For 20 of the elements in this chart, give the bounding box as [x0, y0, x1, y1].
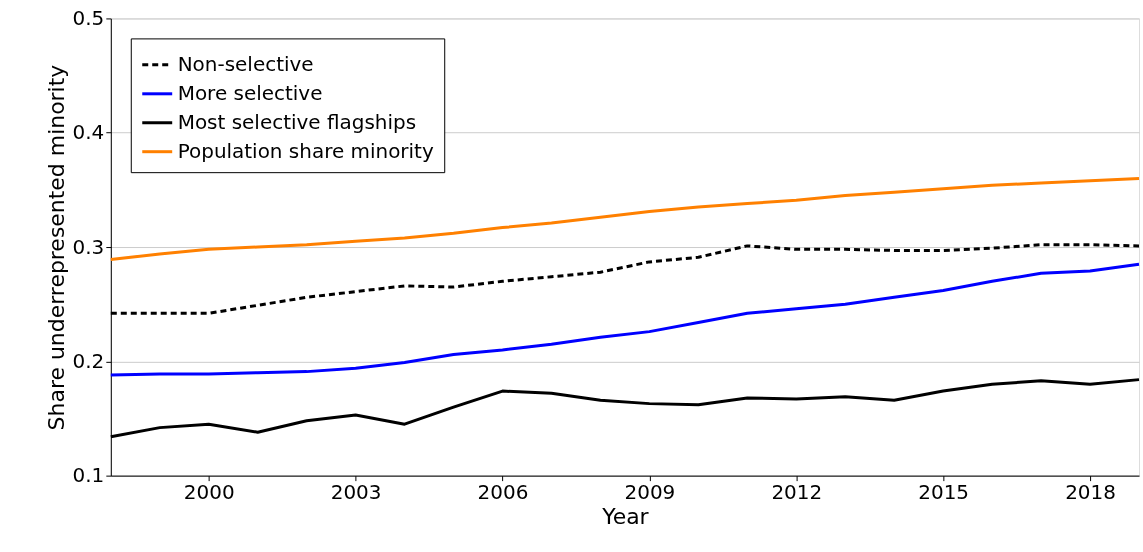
- line-series: [109, 176, 1141, 262]
- legend-label: Population share minority: [177, 138, 434, 163]
- y-axis-title: Share underrepresented minority: [43, 64, 69, 431]
- legend-label: Non-selective: [177, 51, 314, 76]
- y-tick-label: 0.1: [72, 463, 105, 488]
- legend-label: Most selective flagships: [177, 109, 417, 134]
- y-tick-label: 0.2: [72, 348, 105, 373]
- y-tick-label: 0.3: [72, 234, 105, 259]
- x-tick-label: 2012: [771, 480, 823, 505]
- x-tick-label: 2015: [918, 480, 970, 505]
- y-tick-label: 0.4: [72, 120, 105, 145]
- x-tick-label: 2000: [183, 480, 235, 505]
- x-tick-label: 2006: [477, 480, 529, 505]
- line-series: [109, 262, 1141, 377]
- y-tick-label: 0.5: [72, 5, 105, 30]
- x-tick-label: 2018: [1065, 480, 1116, 505]
- x-tick-label: 2003: [330, 480, 382, 505]
- legend-label: More selective: [177, 80, 323, 105]
- x-axis-title: Year: [601, 504, 650, 530]
- x-tick-label: 2009: [624, 480, 676, 505]
